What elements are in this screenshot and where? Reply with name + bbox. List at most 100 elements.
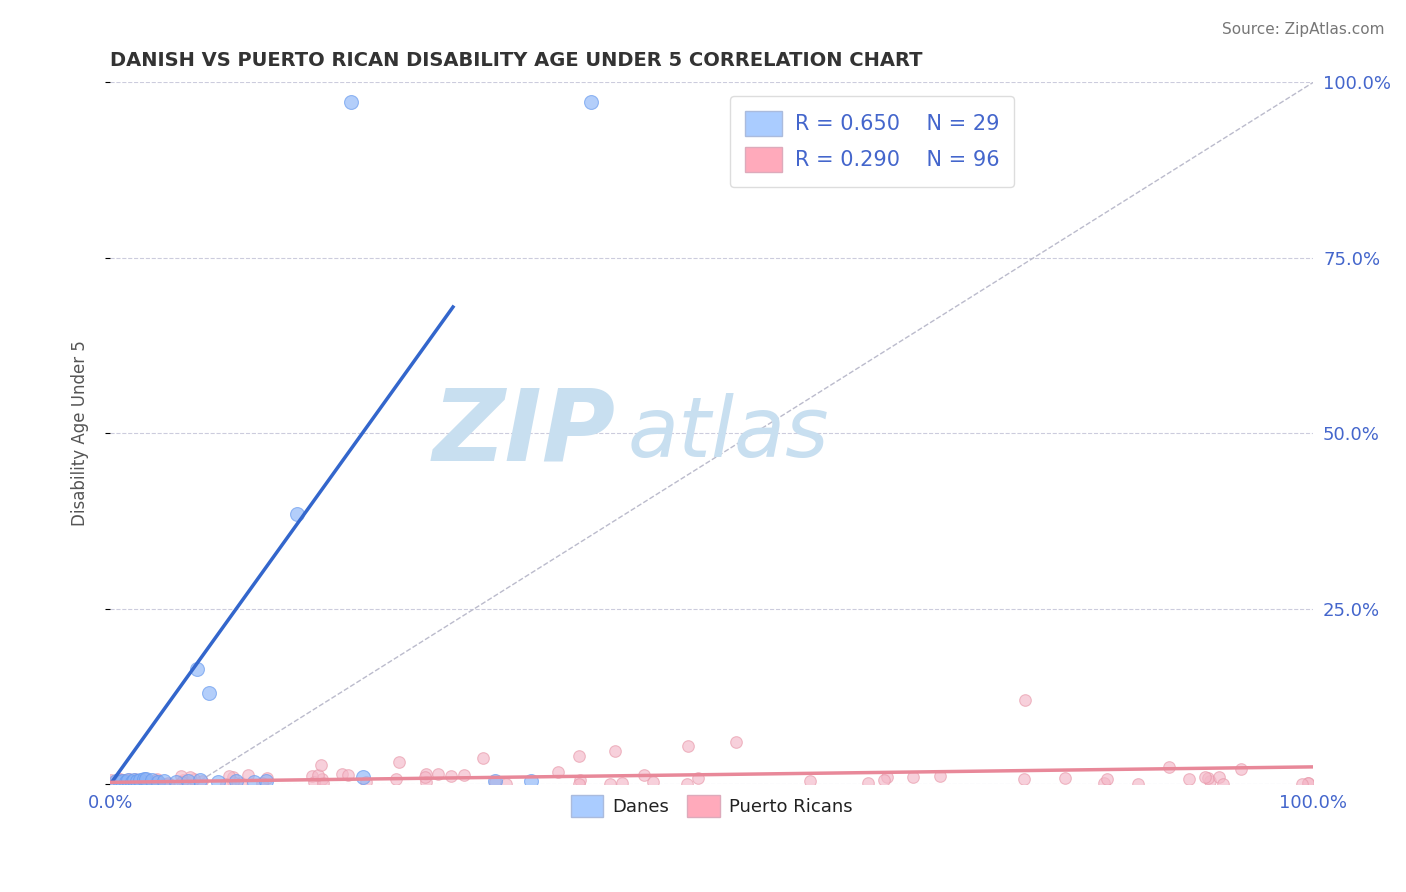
Y-axis label: Disability Age Under 5: Disability Age Under 5: [72, 341, 89, 526]
Point: [285, 507, 308, 521]
Point: [111, 773, 134, 788]
Point: [112, 773, 135, 788]
Point: [243, 774, 266, 789]
Point: [117, 773, 139, 788]
Point: [686, 771, 709, 785]
Point: [148, 774, 170, 789]
Legend: Danes, Puerto Ricans: Danes, Puerto Ricans: [564, 788, 859, 824]
Point: [1230, 762, 1253, 776]
Point: [108, 774, 131, 789]
Point: [495, 777, 517, 791]
Point: [222, 775, 245, 789]
Point: [1212, 777, 1234, 791]
Point: [1199, 773, 1222, 788]
Text: atlas: atlas: [627, 392, 830, 474]
Point: [520, 773, 543, 788]
Point: [336, 768, 359, 782]
Point: [173, 773, 195, 788]
Point: [120, 772, 142, 787]
Point: [121, 774, 143, 789]
Point: [125, 777, 148, 791]
Point: [568, 749, 591, 764]
Point: [256, 772, 278, 786]
Point: [484, 775, 506, 789]
Point: [236, 768, 259, 782]
Point: [1157, 760, 1180, 774]
Point: [145, 772, 167, 786]
Point: [352, 771, 374, 785]
Point: [901, 770, 924, 784]
Point: [145, 773, 167, 788]
Point: [641, 774, 664, 789]
Point: [1197, 771, 1219, 785]
Point: [876, 770, 898, 784]
Point: [302, 774, 325, 789]
Point: [1298, 776, 1320, 790]
Point: [157, 777, 180, 791]
Point: [153, 777, 176, 791]
Point: [311, 772, 333, 786]
Point: [547, 764, 569, 779]
Point: [125, 773, 148, 788]
Point: [129, 773, 152, 788]
Point: [633, 768, 655, 782]
Point: [145, 775, 167, 789]
Point: [114, 774, 136, 789]
Text: ZIP: ZIP: [433, 384, 616, 482]
Point: [218, 769, 240, 783]
Text: Source: ZipAtlas.com: Source: ZipAtlas.com: [1222, 22, 1385, 37]
Point: [1296, 776, 1319, 790]
Point: [301, 769, 323, 783]
Point: [105, 773, 128, 788]
Point: [183, 772, 205, 787]
Point: [610, 776, 633, 790]
Point: [385, 772, 408, 786]
Point: [799, 773, 821, 788]
Point: [191, 773, 214, 788]
Point: [1208, 770, 1230, 784]
Point: [440, 769, 463, 783]
Point: [118, 772, 141, 787]
Point: [153, 773, 176, 788]
Point: [605, 744, 627, 758]
Point: [188, 773, 211, 788]
Point: [225, 773, 247, 788]
Point: [104, 776, 127, 790]
Point: [484, 773, 506, 788]
Point: [1092, 776, 1115, 790]
Point: [131, 774, 153, 789]
Point: [207, 774, 229, 789]
Point: [307, 768, 329, 782]
Point: [858, 776, 880, 790]
Point: [117, 772, 139, 787]
Point: [472, 750, 495, 764]
Point: [157, 776, 180, 790]
Point: [128, 776, 150, 790]
Point: [100, 775, 122, 789]
Point: [568, 777, 591, 791]
Point: [165, 775, 187, 789]
Point: [724, 735, 747, 749]
Point: [1126, 777, 1149, 791]
Point: [413, 771, 436, 785]
Point: [415, 775, 437, 789]
Point: [330, 767, 353, 781]
Point: [170, 770, 193, 784]
Point: [215, 777, 238, 791]
Text: DANISH VS PUERTO RICAN DISABILITY AGE UNDER 5 CORRELATION CHART: DANISH VS PUERTO RICAN DISABILITY AGE UN…: [110, 51, 922, 70]
Point: [1291, 777, 1313, 791]
Point: [100, 772, 122, 787]
Point: [453, 768, 475, 782]
Point: [108, 775, 131, 789]
Point: [186, 662, 208, 676]
Point: [309, 757, 332, 772]
Point: [675, 777, 697, 791]
Point: [197, 686, 219, 700]
Point: [312, 775, 335, 789]
Point: [177, 773, 200, 788]
Point: [112, 773, 135, 788]
Point: [122, 772, 145, 787]
Point: [135, 772, 157, 786]
Point: [179, 771, 201, 785]
Point: [1178, 772, 1201, 787]
